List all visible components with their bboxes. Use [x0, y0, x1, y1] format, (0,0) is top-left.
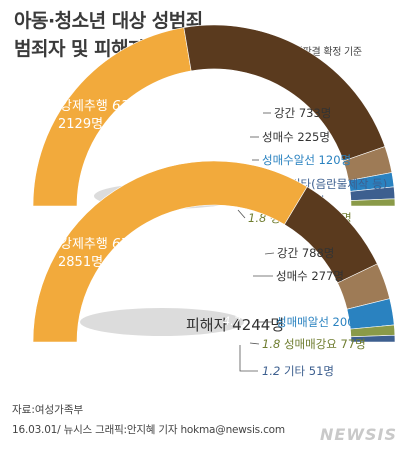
callout-성매수강요-pct: 1.8	[262, 337, 284, 351]
callout-성매수강요: 1.8 성매매강요 77명	[262, 337, 366, 351]
semicircle-chart-2: 피해자 4244명 18.6 6.54.7 강제추행 67.2 2851명 강간 788명…	[32, 160, 396, 378]
callout-성매수강요-name: 성매매강요 77명	[284, 337, 366, 351]
source-note: 자료:여성가족부	[12, 404, 84, 416]
slice-강제추행	[32, 160, 308, 343]
slice-성매수강요	[350, 198, 396, 207]
arc-label-성매수: 6.5	[219, 299, 237, 313]
callout-성매수알선: 성매매알선 200명	[276, 315, 365, 329]
footer: 자료:여성가족부 16.03.01/ 뉴시스 그래픽:안지혜 기자 hokma@…	[12, 400, 396, 470]
callout-성매수: 성매수 277명	[276, 269, 344, 283]
arc-label-강간: 63.3	[180, 124, 211, 140]
shadow-ellipse	[80, 308, 244, 336]
callout-강제추행-count: 2851명	[58, 255, 103, 270]
callout-강제추행-pct: 67.2	[112, 236, 142, 252]
callout-강제추행-name: 강제추행 63.3	[60, 98, 142, 114]
credit-line: 16.03.01/ 뉴시스 그래픽:안지혜 기자 hokma@newsis.co…	[12, 424, 285, 436]
callout-강제추행-pct: 63.3	[112, 98, 142, 114]
leader-line-강간	[264, 252, 275, 255]
callout-기타-name: 기타 51명	[284, 364, 334, 378]
callout-기타: 1.2 기타 51명	[262, 364, 334, 378]
callout-강간: 강간 788명	[277, 246, 334, 260]
arc-label-성매수알선: 4.7	[223, 314, 242, 328]
callout-강제추행-name: 강제추행 67.2	[60, 236, 142, 252]
slice-기타	[350, 334, 396, 343]
callout-성매수: 성매수 225명	[262, 130, 330, 144]
newsis-watermark: NEWSIS	[320, 425, 397, 444]
arc-label-강간: 18.6	[182, 270, 213, 286]
callout-기타-name: 기타(음란물제작 등)	[290, 177, 387, 191]
title-line-1: 아동·청소년 대상 성범죄	[14, 10, 203, 32]
leader-line-기타	[239, 345, 258, 372]
callout-강제추행-count: 2129명	[58, 117, 103, 132]
leader-line-성매수강요	[249, 342, 260, 345]
callout-강간: 강간 733명	[274, 106, 331, 120]
leader-line-성매수강요	[237, 209, 246, 219]
callout-성매수알선: 성매수알선 120명	[262, 153, 351, 167]
chart-center-label: 피해자 4244명	[186, 316, 284, 334]
callout-기타-pct: 1.2	[262, 364, 284, 378]
